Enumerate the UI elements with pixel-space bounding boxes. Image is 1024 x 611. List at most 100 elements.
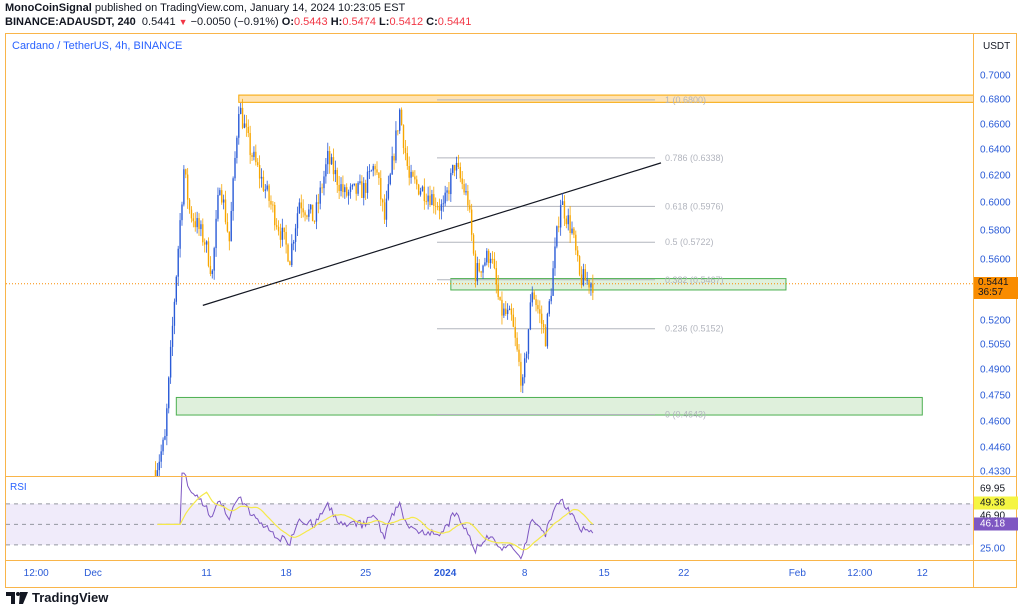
candle-body <box>198 218 200 230</box>
candle-body <box>347 191 350 196</box>
candle-body <box>467 190 469 206</box>
candle-body <box>406 153 408 167</box>
high-label: H: <box>330 16 343 28</box>
candle-body <box>268 185 270 201</box>
rsi-line <box>157 472 594 560</box>
candle-body <box>522 377 524 386</box>
candle-body <box>166 408 168 437</box>
candle-body <box>274 204 276 226</box>
candle-body <box>175 276 178 302</box>
fib-label: 0.382 (0.5467) <box>665 275 724 285</box>
time-axis-divider <box>5 560 1017 561</box>
candle-body <box>364 183 367 193</box>
candle-body <box>516 337 518 350</box>
candle-body <box>310 204 312 210</box>
candle-body <box>158 461 160 471</box>
candle-body <box>556 226 558 247</box>
time-tick: Feb <box>788 568 806 579</box>
candle-body <box>580 274 583 286</box>
rsi-level-low: 25.00 <box>980 543 1006 555</box>
candle-body <box>179 220 181 249</box>
candle-body <box>459 166 462 179</box>
candle-body <box>253 151 255 157</box>
fib-label: 0.5 (0.5722) <box>665 237 714 247</box>
candle-body <box>550 295 552 302</box>
candle-body <box>573 228 575 235</box>
price-tick: 0.4750 <box>980 390 1011 402</box>
author[interactable]: MonoCoinSignal <box>5 2 92 14</box>
candle-body <box>380 178 382 200</box>
candle-body <box>448 190 450 195</box>
candle-body <box>323 176 325 189</box>
candle-body <box>154 470 157 476</box>
candle-body <box>431 194 433 205</box>
pane-divider[interactable] <box>5 476 1017 477</box>
candle-body <box>548 301 550 314</box>
candle-body <box>523 358 526 378</box>
candle-body <box>546 313 549 347</box>
candle-body <box>291 243 293 266</box>
candle-body <box>260 176 263 179</box>
fib-label: 0.786 (0.6338) <box>665 153 724 163</box>
high-value: 0.5474 <box>342 16 376 28</box>
candle-body <box>262 176 265 191</box>
candle-body <box>541 313 543 324</box>
currency-label[interactable]: USDT <box>983 41 1011 52</box>
candle-body <box>506 309 509 315</box>
candle-body <box>328 151 331 165</box>
candle-body <box>162 439 164 452</box>
candle-body <box>558 226 560 228</box>
open-value: 0.5443 <box>294 16 328 28</box>
candle-body <box>306 215 308 217</box>
candle-body <box>554 246 556 269</box>
price-tick: 0.4600 <box>980 416 1011 428</box>
candle-body <box>527 329 530 354</box>
candle-body <box>561 201 564 205</box>
rsi-label[interactable]: RSI <box>10 482 27 493</box>
open-label: O: <box>281 16 294 28</box>
current-price-badge: 0.5441 36:57 <box>974 277 1018 299</box>
candle-body <box>421 186 424 192</box>
price-tick: 0.5800 <box>980 225 1011 237</box>
candle-body <box>514 326 516 338</box>
tradingview-logo[interactable]: TradingView <box>6 590 108 605</box>
tradingview-logo-icon <box>6 591 28 604</box>
candle-body <box>586 279 588 281</box>
candle-body <box>156 470 159 476</box>
price-tick: 0.5600 <box>980 254 1011 266</box>
price-tick: 0.4900 <box>980 364 1011 376</box>
candle-body <box>576 250 579 257</box>
candle-body <box>374 166 376 170</box>
candle-body <box>230 210 232 242</box>
candle-body <box>393 156 395 161</box>
candle-body <box>160 451 162 462</box>
candle-body <box>563 201 566 219</box>
candle-body <box>592 283 594 293</box>
candle-body <box>221 190 223 203</box>
rsi-ma-badge: 49.38 <box>974 496 1018 510</box>
time-tick: Dec <box>84 568 102 579</box>
candle-body <box>332 157 335 175</box>
close-value: 0.5441 <box>437 16 472 28</box>
candle-body <box>344 187 346 193</box>
candle-body <box>423 186 426 202</box>
candle-body <box>300 202 302 209</box>
candle-body <box>469 205 471 210</box>
candle-body <box>493 258 496 269</box>
candle-body <box>357 182 359 194</box>
candle-body <box>277 226 280 232</box>
candle-body <box>245 123 248 127</box>
candle-body <box>491 258 494 260</box>
candle-body <box>359 181 361 183</box>
candle-body <box>222 199 225 203</box>
candle-body <box>389 174 391 185</box>
zone-green-1 <box>450 278 787 291</box>
candle-body <box>327 151 329 165</box>
candle-body <box>567 215 569 225</box>
candle-body <box>255 151 257 163</box>
candle-body <box>185 169 187 175</box>
candle-body <box>190 209 193 219</box>
symbol: BINANCE:ADAUSDT, 240 <box>5 16 136 28</box>
chart-frame <box>5 33 1017 588</box>
